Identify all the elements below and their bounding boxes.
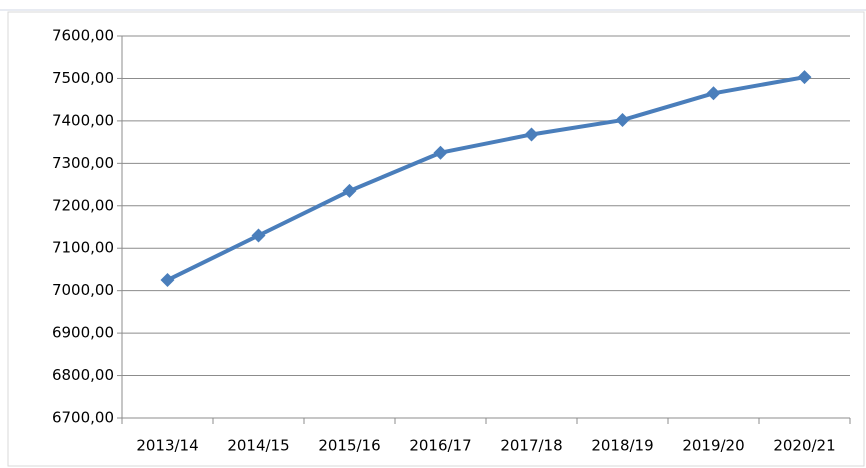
x-tick-label: 2018/19	[591, 437, 653, 455]
x-tick-label: 2014/15	[227, 437, 289, 455]
marker	[160, 273, 175, 288]
marker	[342, 183, 357, 198]
marker	[524, 127, 539, 142]
line	[166, 75, 805, 282]
marker	[706, 86, 721, 101]
y-tick-label: 7200,00	[52, 196, 114, 214]
marker	[251, 228, 266, 243]
y-tick-label: 7300,00	[52, 154, 114, 172]
marker	[433, 145, 448, 160]
y-tick-label: 6900,00	[52, 324, 114, 342]
marker	[797, 70, 812, 85]
x-tick-label: 2016/17	[409, 437, 471, 455]
x-tick-label: 2013/14	[136, 437, 198, 455]
y-tick-label: 7500,00	[52, 69, 114, 87]
y-tick-label: 6800,00	[52, 366, 114, 384]
chart-frame	[7, 11, 865, 467]
y-tick-label: 6700,00	[52, 409, 114, 427]
y-tick-label: 7000,00	[52, 281, 114, 299]
x-tick-label: 2020/21	[773, 437, 835, 455]
x-tick-label: 2019/20	[682, 437, 744, 455]
marker	[615, 113, 630, 128]
y-tick-label: 7600,00	[52, 27, 114, 45]
y-tick-label: 7400,00	[52, 111, 114, 129]
y-tick-label: 7100,00	[52, 239, 114, 257]
x-tick-label: 2017/18	[500, 437, 562, 455]
x-tick-label: 2015/16	[318, 437, 380, 455]
sheet-strip	[0, 0, 866, 12]
